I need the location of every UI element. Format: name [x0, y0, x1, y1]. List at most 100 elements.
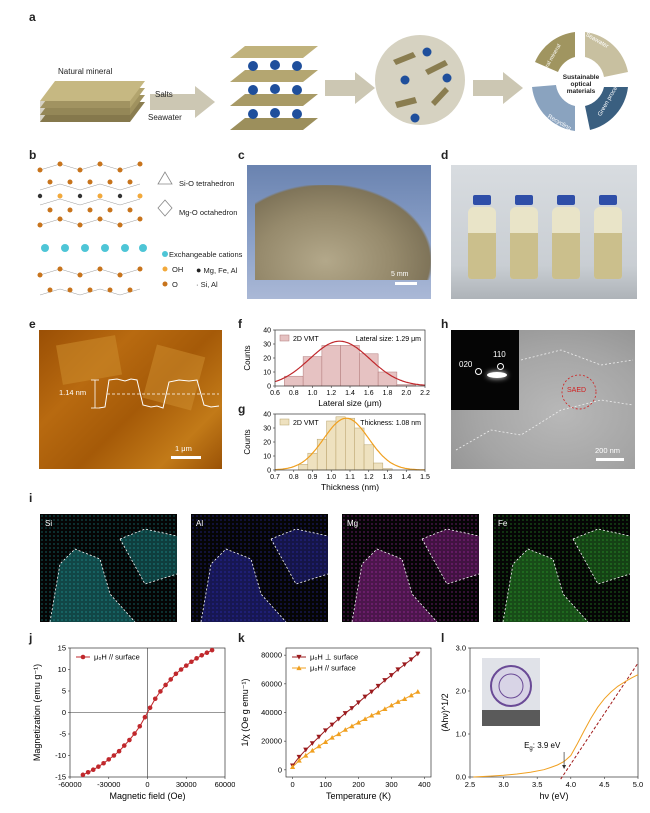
x-tick-label: 1.3 [383, 474, 393, 481]
spot-020: 020 [459, 360, 473, 369]
y-tick-label: 30 [263, 342, 271, 349]
legend-cations: Exchangeable cations [169, 250, 243, 259]
data-point [132, 731, 137, 736]
x-tick-label: 100 [319, 780, 332, 789]
data-point [204, 650, 210, 656]
data-point [137, 723, 143, 729]
x-tick-label: 1.4 [401, 474, 411, 481]
histogram-bar [316, 438, 327, 471]
eds-map-si: Si [40, 514, 177, 622]
plot-frame [469, 647, 639, 778]
y-tick-label: 10 [263, 454, 271, 461]
data-point [158, 689, 163, 694]
y-tick-label: 40 [263, 412, 271, 419]
x-tick-label: 2.0 [401, 390, 411, 397]
chart-g-thickness: 0.7 0.8 0.9 1.0 1.1 1.2 1.3 1.4 1.5 0 10 20 30 40 Thic… [243, 412, 430, 493]
data-point [289, 764, 296, 770]
data-point [183, 663, 189, 668]
eg-annotation: Eg: 3.9 eV [524, 741, 561, 752]
eg-symbol: E [524, 741, 529, 750]
y-tick-label: 20000 [261, 737, 282, 746]
data-point [362, 716, 368, 722]
legend-oh: OH [172, 265, 184, 274]
y-tick-label: -15 [55, 773, 66, 782]
histogram-bar [335, 416, 346, 471]
legend-mg-o: Mg-O octahedron [179, 208, 238, 217]
histogram-bar [363, 444, 374, 471]
y-tick-label: 2.0 [456, 687, 466, 696]
data-point [163, 682, 168, 688]
panel-letter-l: l [441, 631, 445, 645]
inset-photo-base [482, 710, 540, 726]
data-point [152, 696, 158, 702]
x-tick-label: 0.8 [289, 390, 299, 397]
legend-si-al-text: Si, Al [200, 280, 218, 289]
legend-label: 2D VMT [293, 420, 319, 427]
panel-letter-e: e [29, 317, 36, 331]
panel-c-photo: 5 mm [247, 165, 431, 299]
eds-label-mg: Mg [347, 519, 359, 528]
sustainability-cycle [532, 32, 628, 131]
label-seawater: Seawater [148, 113, 182, 122]
data-point [388, 673, 395, 678]
data-point [336, 731, 342, 737]
panel-letter-j: j [29, 631, 33, 645]
data-point [375, 683, 381, 689]
panel-h-tem: 110 020 SAED 200 nm [451, 330, 635, 469]
x-tick-label: 1.6 [364, 390, 374, 397]
y-tick-label: 0 [267, 384, 271, 391]
annotation-label: Lateral size: 1.29 μm [356, 336, 421, 343]
y-tick-label: 20 [263, 356, 271, 363]
chart-j-magnetization: -60000 -30000 0 30000 60000 -15 -10 -5 0 5 10 15 Mag… [32, 644, 235, 802]
chart-k-inverse-susceptibility: 0 100 200 300 400 0 20000 40000 60000 80000 Temper… [240, 647, 432, 801]
data-point [127, 737, 132, 743]
x-tick-label: 0.8 [289, 474, 299, 481]
histogram-bar [373, 462, 384, 471]
x-tick-label: 4.0 [566, 780, 576, 789]
y-tick-label: 10 [58, 665, 66, 674]
data-point [173, 671, 179, 677]
panel-letter-d: d [441, 148, 449, 162]
x-tick-label: 1.0 [308, 390, 318, 397]
legend-marker [296, 665, 302, 671]
inset-emblem-ring [498, 673, 524, 699]
y-axis-label: 1/χ (Oe g emu⁻¹) [240, 679, 250, 747]
x-tick-label: 5.0 [633, 780, 643, 789]
x-tick-label: 1.8 [383, 390, 393, 397]
x-tick-label: 2.2 [420, 390, 430, 397]
scale-label-c: 5 mm [391, 271, 409, 278]
scale-bar-h [596, 458, 624, 461]
panel-letter-a: a [29, 10, 36, 24]
legend-si-al: · Si, Al [196, 280, 218, 289]
label-salts: Salts [155, 90, 173, 99]
x-tick-label: 1.5 [420, 474, 430, 481]
x-tick-label: 1.0 [326, 474, 336, 481]
chart-f-lateral-size: 0.6 0.8 1.0 1.2 1.4 1.6 1.8 2.0 2.2 0 10 20 30 40 Late… [243, 328, 430, 409]
histogram-bar [345, 417, 355, 471]
data-point [111, 753, 117, 758]
panel-a-schematic [40, 32, 628, 131]
y-axis-label: (Ahν)^1/2 [440, 693, 450, 731]
eds-map-fe: Fe [493, 514, 630, 622]
data-point [336, 716, 342, 722]
data-point [382, 678, 388, 683]
panel-e-afm: 1.14 nm 1 μm [39, 330, 222, 469]
x-tick-label: -30000 [97, 780, 120, 789]
y-tick-label: 80000 [261, 651, 282, 660]
histogram-bar [307, 452, 318, 471]
cycle-center-label: Sustainable optical materials [562, 74, 600, 95]
label-natural-mineral: Natural mineral [58, 67, 113, 76]
flake-outline [455, 349, 634, 451]
data-point [309, 747, 315, 753]
x-axis-label: Thickness (nm) [321, 482, 379, 492]
mineral-stack [40, 81, 145, 122]
data-point [329, 734, 335, 740]
panel-letter-i: i [29, 491, 33, 505]
x-tick-label: 200 [352, 780, 365, 789]
height-profile [91, 378, 220, 409]
x-tick-label: 30000 [176, 780, 197, 789]
x-tick-label: 3.0 [498, 780, 508, 789]
data-point [402, 662, 408, 668]
data-point [388, 702, 395, 708]
bottle-2 [507, 195, 541, 281]
